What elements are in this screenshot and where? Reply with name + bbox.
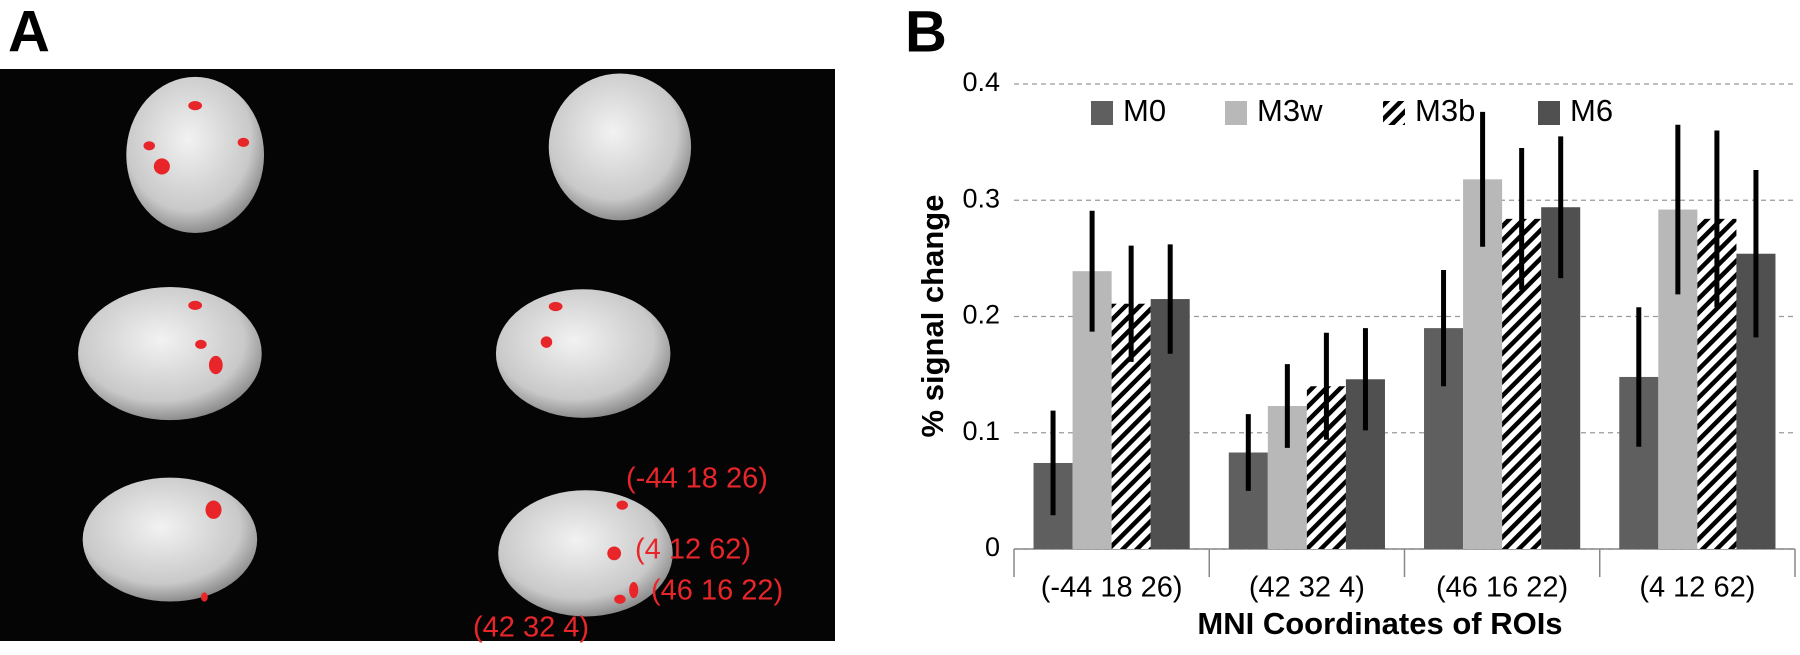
legend-label: M3b <box>1415 93 1475 128</box>
brain <box>548 73 692 221</box>
y-axis-title: % signal change <box>915 195 950 438</box>
annotation: (-44 18 26) <box>626 463 768 495</box>
y-tick-label: 0.2 <box>962 300 1000 330</box>
annotation: (46 16 22) <box>651 575 783 607</box>
legend-swatch <box>1538 101 1560 125</box>
brain-views <box>78 73 692 617</box>
y-tick-label: 0.4 <box>962 67 1000 97</box>
legend-label: M0 <box>1123 93 1166 128</box>
legend-label: M3w <box>1257 93 1323 128</box>
x-axis-title: MNI Coordinates of ROIs <box>1197 606 1562 641</box>
annotation: (42 32 4) <box>473 612 589 644</box>
y-tick-label: 0.3 <box>962 183 1000 213</box>
x-tick-label: (42 32 4) <box>1249 572 1365 604</box>
x-tick-label: (46 16 22) <box>1436 572 1568 604</box>
brain <box>126 76 265 234</box>
legend-label: M6 <box>1570 93 1613 128</box>
x-tick-label: (4 12 62) <box>1639 572 1755 604</box>
brain <box>495 289 671 418</box>
annotations: (-44 18 26) (4 12 62) (46 16 22) (42 32 … <box>473 463 783 644</box>
y-tick-label: 0.1 <box>962 416 1000 446</box>
brain <box>78 287 262 421</box>
brain <box>498 490 673 617</box>
annotation: (4 12 62) <box>635 534 751 566</box>
panel-label: B <box>905 0 947 64</box>
legend-swatch <box>1383 101 1405 125</box>
brain <box>82 477 258 602</box>
legend-swatch <box>1091 101 1113 125</box>
y-tick-label: 0 <box>985 532 1000 562</box>
panel-label: A <box>8 0 50 64</box>
legend-swatch <box>1225 101 1247 125</box>
activation-spots <box>143 101 639 604</box>
x-tick-label: (-44 18 26) <box>1041 572 1183 604</box>
